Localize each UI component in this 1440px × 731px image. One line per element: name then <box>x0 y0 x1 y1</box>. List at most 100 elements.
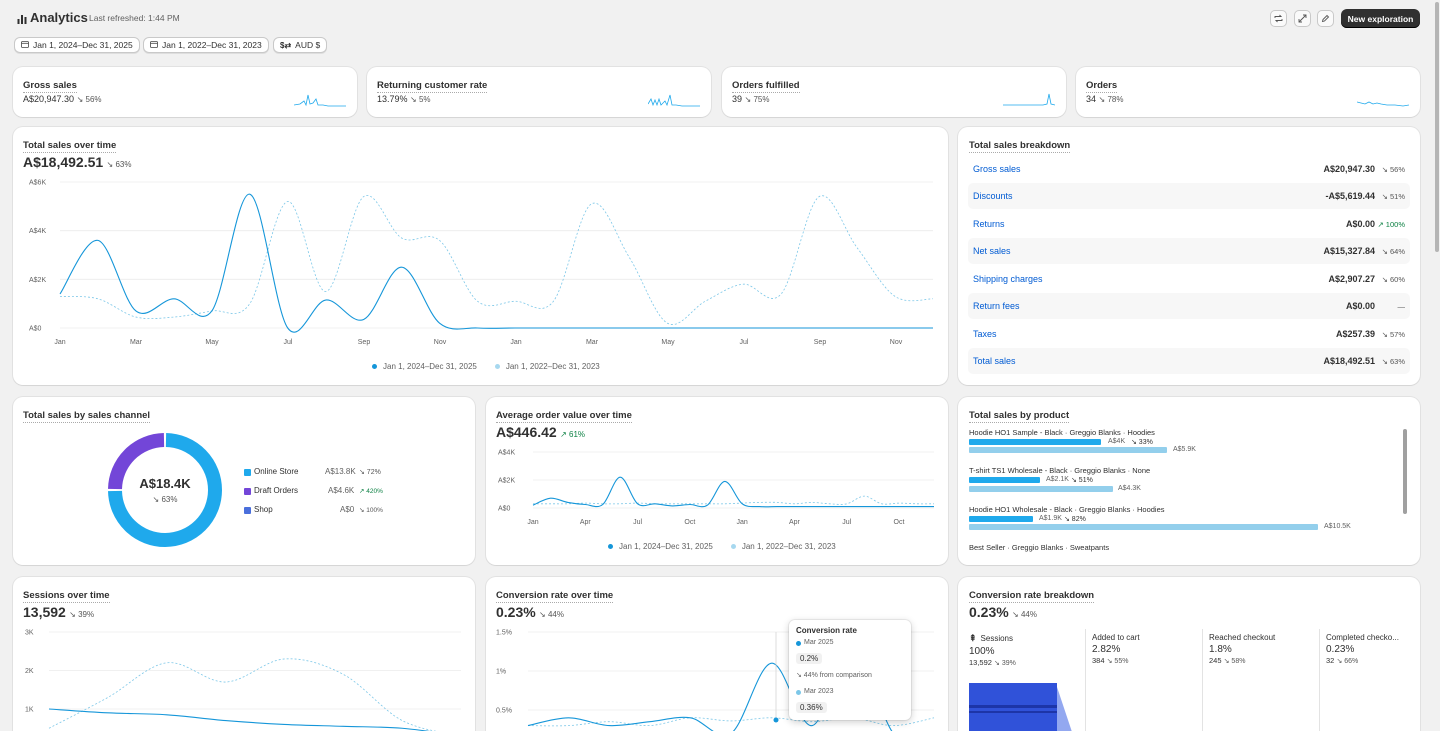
kpi-gross-sales[interactable]: Gross sales A$20,947.30 ↘ 56% <box>13 67 357 117</box>
kpi-change: ↘ 75% <box>744 95 770 104</box>
y-tick-label: 2K <box>25 668 34 675</box>
product-compare-value: A$4.3K <box>1118 485 1141 492</box>
expand-icon <box>1298 14 1307 23</box>
series-compare-line <box>59 195 934 325</box>
product-current-value: A$2.1K <box>1046 476 1069 483</box>
legend-current-label: Jan 1, 2024–Dec 31, 2025 <box>619 542 713 551</box>
breakdown-change: ↗ 100% <box>1377 219 1405 229</box>
x-tick-label: Oct <box>684 519 695 526</box>
funnel-step[interactable]: ⇞ Sessions 100% 13,592 ↘ 39% <box>969 633 1087 667</box>
x-tick-label: Apr <box>789 519 801 526</box>
sales-product-card: Total sales by product Hoodie HO1 Sample… <box>958 397 1420 565</box>
edit-button[interactable] <box>1317 10 1334 27</box>
series-current-line <box>532 476 934 508</box>
kpi-orders[interactable]: Orders 34 ↘ 78% <box>1076 67 1420 117</box>
fullscreen-button[interactable] <box>1294 10 1311 27</box>
pencil-icon <box>1321 14 1330 23</box>
x-tick-label: May <box>205 339 219 346</box>
x-tick-label: Jul <box>284 339 293 346</box>
product-bar-current[interactable] <box>969 477 1040 483</box>
y-tick-label: 1K <box>25 707 34 714</box>
legend-swatch <box>244 469 251 476</box>
card-title: Total sales by product <box>969 410 1070 423</box>
x-tick-label: May <box>661 339 675 346</box>
kpi-returning-customer-rate[interactable]: Returning customer rate 13.79% ↘ 5% <box>367 67 711 117</box>
product-bar-current[interactable] <box>969 439 1101 445</box>
channel-value: A$4.6K <box>328 486 355 495</box>
breakdown-row[interactable]: Net sales A$15,327.84 ↘ 64% <box>968 238 1410 264</box>
currency-label: AUD $ <box>295 40 321 50</box>
breakdown-row[interactable]: Discounts -A$5,619.44 ↘ 51% <box>968 183 1410 209</box>
card-title: Conversion rate breakdown <box>969 590 1095 603</box>
breakdown-row[interactable]: Taxes A$257.39 ↘ 57% <box>968 321 1410 347</box>
product-name: T-shirt TS1 Wholesale - Black · Greggio … <box>969 466 1151 475</box>
x-tick-label: Mar <box>130 339 143 346</box>
tooltip-comparison: ↘ 44% from comparison <box>796 672 872 679</box>
breakdown-row[interactable]: Shipping charges A$2,907.27 ↘ 60% <box>968 266 1410 292</box>
page-scrollbar-thumb[interactable] <box>1435 2 1439 252</box>
breakdown-value: A$0.00 <box>1345 219 1375 229</box>
kpi-change: ↘ 5% <box>410 95 431 104</box>
funnel-step[interactable]: Reached checkout 1.8% 245 ↘ 58% <box>1209 633 1327 665</box>
channel-legend-item[interactable]: Draft Orders A$4.6K ↗ 420% <box>244 486 384 498</box>
breakdown-row[interactable]: Total sales A$18,492.51 ↘ 63% <box>968 348 1410 374</box>
refresh-button[interactable] <box>1270 10 1287 27</box>
funnel-step-pct: 100% <box>969 646 995 657</box>
funnel-step-label: Completed checko... <box>1326 633 1399 642</box>
channel-legend-item[interactable]: Online Store A$13.8K ↘ 72% <box>244 467 384 479</box>
legend-compare-label: Jan 1, 2022–Dec 31, 2023 <box>741 542 836 551</box>
last-refreshed: Last refreshed: 1:44 PM <box>89 13 180 23</box>
product-bar-compare[interactable] <box>969 524 1318 530</box>
date-range-picker[interactable]: Jan 1, 2024–Dec 31, 2025 <box>14 37 140 53</box>
series-current-line <box>59 193 933 333</box>
kpi-sparkline <box>1357 101 1409 107</box>
y-tick-label: 1% <box>496 669 506 676</box>
channel-change: ↘ 72% <box>359 469 381 476</box>
breakdown-value: A$18,492.51 <box>1323 356 1375 366</box>
compare-range-picker[interactable]: Jan 1, 2022–Dec 31, 2023 <box>143 37 269 53</box>
kpi-orders-fulfilled[interactable]: Orders fulfilled 39 ↘ 75% <box>722 67 1066 117</box>
card-title: Total sales breakdown <box>969 140 1071 153</box>
donut-center-change: ↘ 63% <box>152 495 178 504</box>
chart-bars-icon <box>17 13 27 24</box>
product-current-value: A$1.9K <box>1039 515 1062 522</box>
sessions-change: ↘ 39% <box>69 610 95 619</box>
x-tick-label: Mar <box>586 339 599 346</box>
breakdown-row[interactable]: Returns A$0.00 ↗ 100% <box>968 211 1410 237</box>
page-header: Analytics Last refreshed: 1:44 PM New ex… <box>0 0 1440 36</box>
x-tick-label: Jan <box>736 519 747 526</box>
kpi-change: ↘ 56% <box>76 95 102 104</box>
conversion-card: Conversion rate over time 0.23% ↘ 44% 0.… <box>486 577 948 731</box>
aov-card: Average order value over time A$446.42 ↗… <box>486 397 948 565</box>
y-tick-label: A$0 <box>29 326 42 333</box>
compare-range-label: Jan 1, 2022–Dec 31, 2023 <box>162 40 262 50</box>
currency-picker[interactable]: $⇄ AUD $ <box>273 37 328 53</box>
legend-current-label: Jan 1, 2024–Dec 31, 2025 <box>383 362 477 371</box>
tooltip-current-value: 0.2% <box>796 653 823 664</box>
breakdown-change: ↘ 57% <box>1381 329 1405 339</box>
breakdown-row[interactable]: Gross sales A$20,947.30 ↘ 56% <box>968 156 1410 182</box>
product-bar-compare[interactable] <box>969 447 1167 453</box>
funnel-dropoff-shape <box>1057 687 1072 731</box>
breakdown-value: A$0.00 <box>1345 301 1375 311</box>
product-list-scrollbar[interactable] <box>1403 429 1407 514</box>
product-bar-current[interactable] <box>969 516 1033 522</box>
channel-legend-item[interactable]: Shop A$0 ↘ 100% <box>244 505 384 517</box>
funnel-step-count: 245 <box>1209 656 1222 665</box>
funnel-step[interactable]: Completed checko... 0.23% 32 ↘ 66% <box>1326 633 1414 665</box>
channel-donut-chart <box>108 433 222 547</box>
page-scrollbar[interactable] <box>1434 0 1440 731</box>
kpi-value: A$20,947.30 <box>23 94 75 104</box>
donut-slice <box>108 433 165 490</box>
conversion-value: 0.23% <box>496 604 536 620</box>
y-tick-label: 3K <box>25 630 34 637</box>
breakdown-row[interactable]: Return fees A$0.00 — <box>968 293 1410 319</box>
breakdown-change: ↘ 60% <box>1381 274 1405 284</box>
product-name: Hoodie HO1 Sample - Black · Greggio Blan… <box>969 428 1155 437</box>
channel-name: Draft Orders <box>254 486 299 495</box>
new-exploration-button[interactable]: New exploration <box>1341 9 1420 28</box>
x-tick-label: Nov <box>434 339 447 346</box>
funnel-step[interactable]: Added to cart 2.82% 384 ↘ 55% <box>1092 633 1210 665</box>
product-bar-compare[interactable] <box>969 486 1113 492</box>
breakdown-label: Returns <box>973 219 1005 229</box>
